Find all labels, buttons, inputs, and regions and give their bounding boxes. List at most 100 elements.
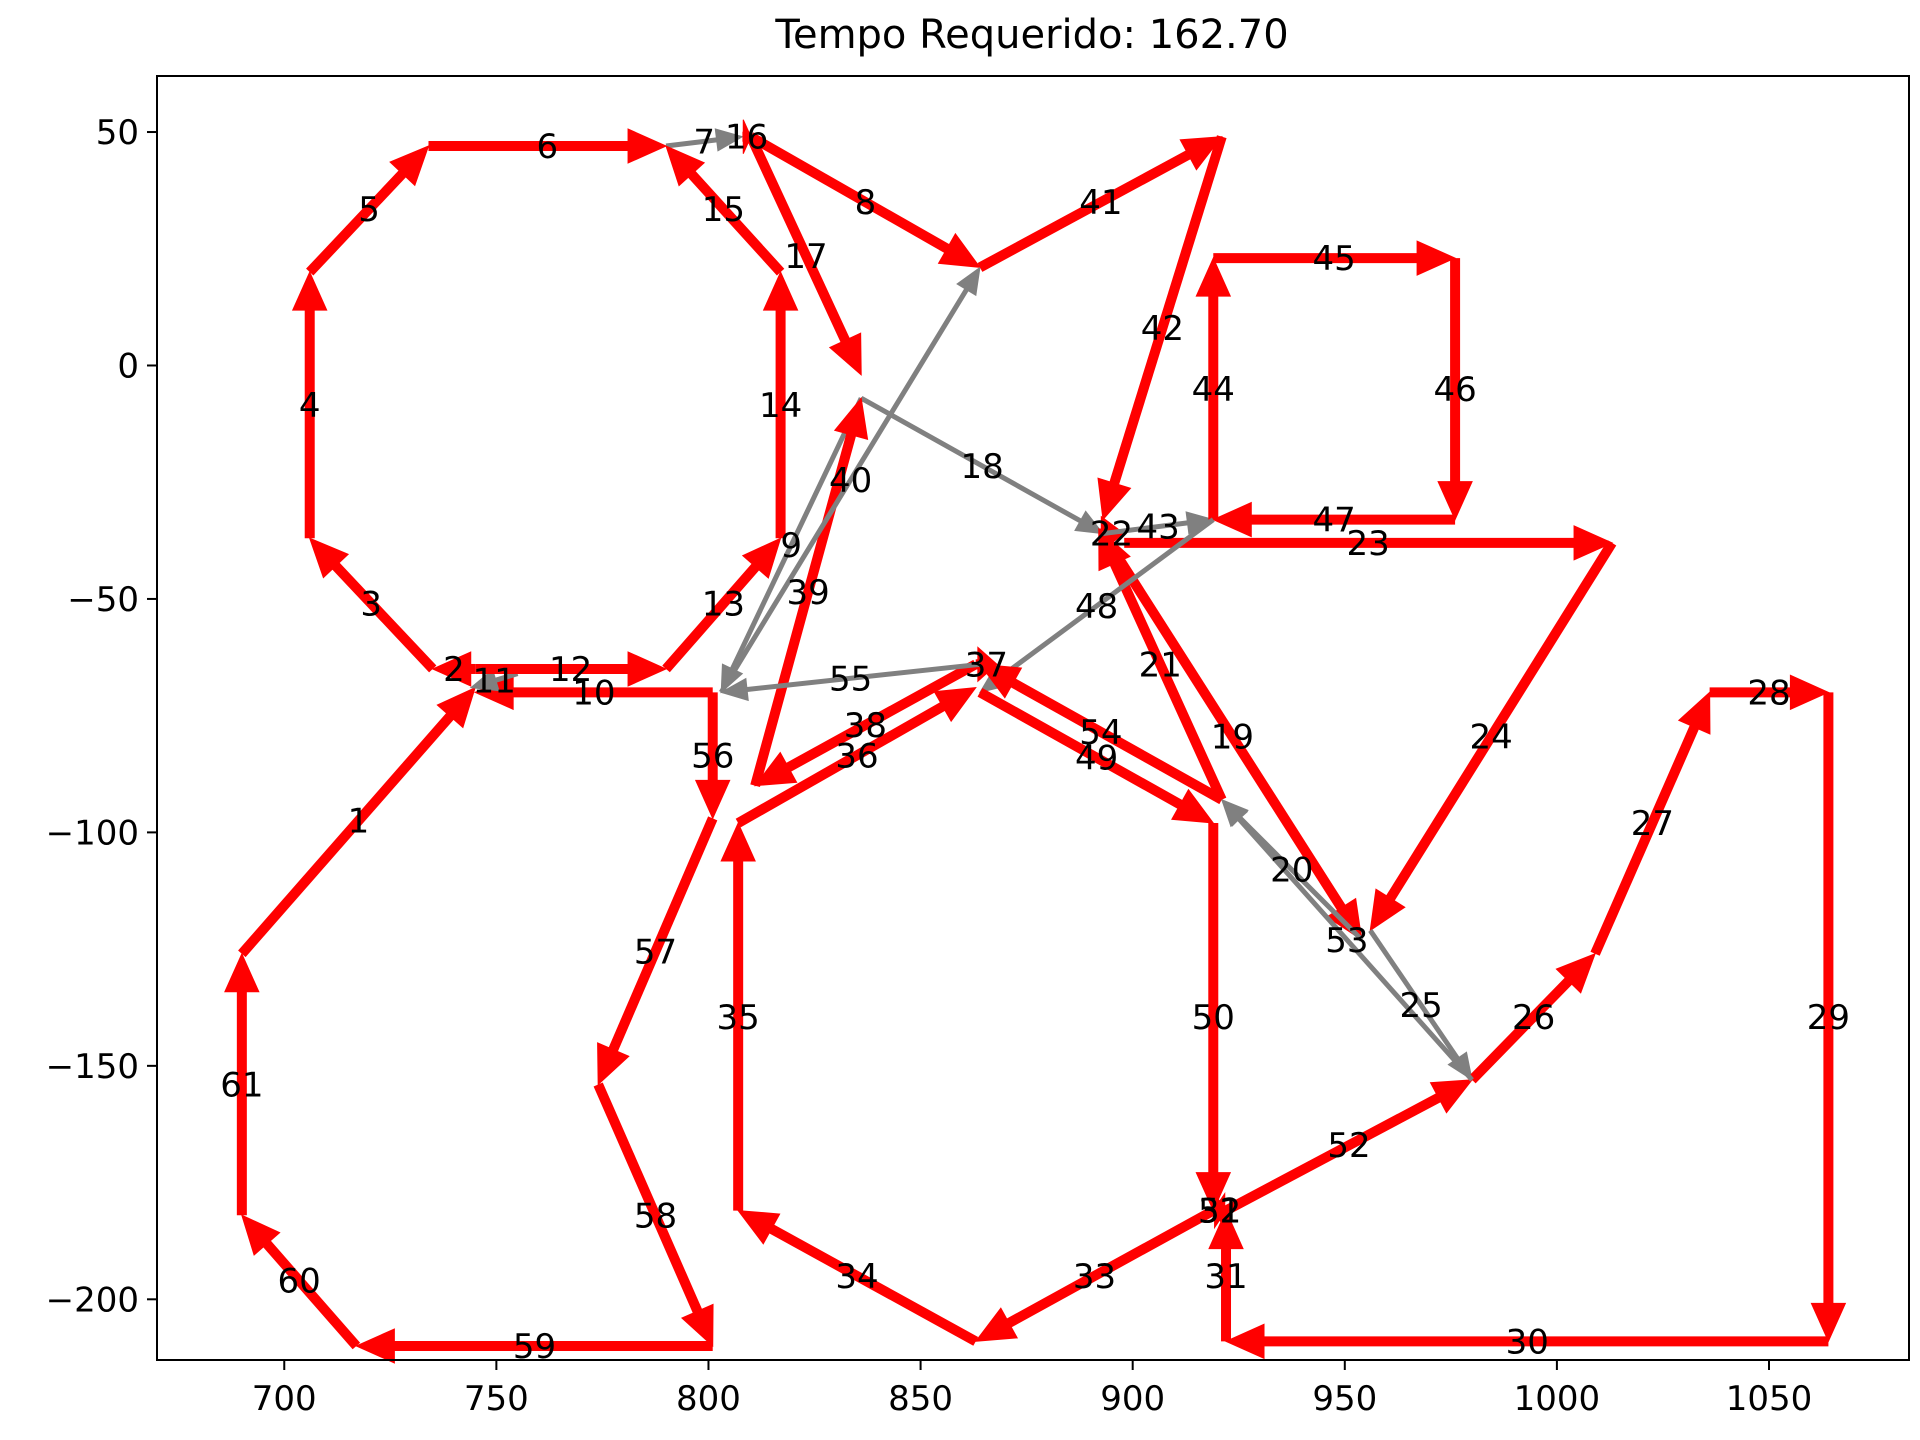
y-tick-label: 0 [117,346,139,386]
segment-label: 57 [634,932,677,972]
segment-line [306,170,407,276]
segment-label: 5 [358,190,380,230]
segment-7 [665,128,744,152]
segment-arrowhead [737,1209,781,1245]
segment-3 [308,537,437,673]
segment-label: 50 [1192,998,1235,1038]
segment-label: 44 [1192,370,1235,410]
segment-50 [1195,823,1232,1212]
segment-16 [742,119,752,154]
segment-arrowhead [1573,525,1614,561]
segment-label: 20 [1270,851,1313,891]
segment-label: 12 [549,650,592,690]
segment-line [263,1240,361,1350]
segment-arrowhead [469,668,500,692]
segment-17 [746,134,862,376]
segment-42 [1097,135,1227,521]
segment-label: 46 [1433,370,1476,410]
segment-label: 30 [1506,1322,1549,1362]
segment-label: 55 [829,659,872,699]
segment-arrowhead [597,1042,630,1086]
segment-23 [1124,525,1614,561]
segment-label: 34 [835,1257,878,1297]
segment-41 [977,136,1223,272]
segment-53 [1220,798,1474,1082]
y-tick-label: −100 [46,813,139,853]
segment-label: 3 [360,585,382,625]
segment-54 [978,663,1225,805]
segment-label: 8 [855,183,877,223]
segment-label: 29 [1807,998,1850,1038]
segment-line [1010,678,1225,805]
segment-arrowhead [1074,510,1105,535]
segment-26 [1468,952,1596,1084]
segment-label: 24 [1470,718,1513,758]
segment-arrowhead [1429,1079,1474,1114]
segment-label: 31 [1204,1257,1247,1297]
segment-label: 41 [1079,183,1122,223]
segment-27 [1590,691,1711,956]
segment-arrowhead [680,1303,714,1348]
segment-label: 39 [787,573,830,613]
segment-label: 38 [844,706,887,746]
segment-label: 4 [299,386,321,426]
segment-4 [291,270,328,539]
segment-label: 13 [702,585,745,625]
segment-label: 49 [1075,739,1118,779]
segment-line [999,517,1215,679]
segment-arrowhead [627,651,668,687]
segment-label: 27 [1631,804,1674,844]
segment-arrowhead [956,266,981,297]
segment-8 [748,132,982,269]
segment-line [608,816,718,1052]
segment-line [748,132,950,253]
segment-arrowhead [1097,477,1132,521]
segment-arrowhead [665,145,706,187]
x-tick-label: 800 [676,1379,741,1419]
segment-line [859,395,1082,524]
segment-arrowhead [742,119,752,154]
segment-label: 6 [536,127,558,167]
segment-arrowhead [1224,1323,1265,1360]
chart-title: Tempo Requerido: 162.70 [774,12,1288,58]
segment-arrowhead [1214,1191,1227,1230]
segment-arrowhead [627,128,668,164]
segment-14 [762,270,799,539]
segment-label: 36 [835,736,878,776]
y-tick-label: −150 [46,1047,139,1087]
segment-59 [355,1328,713,1364]
segment-arrowhead [937,232,982,269]
segment-label: 23 [1346,524,1389,564]
segment-line [1590,725,1699,956]
segment-arrowhead [1555,952,1596,994]
segment-line [687,170,785,276]
segment-12 [475,651,668,687]
segment-line [665,137,717,149]
segment-label: 45 [1313,239,1356,279]
segment-15 [665,145,785,276]
segment-24 [1369,540,1617,932]
segment-arrowhead [355,1328,395,1364]
segment-60 [241,1214,361,1350]
segment-arrowhead [933,687,977,723]
y-tick-label: −50 [67,580,139,620]
segment-label: 17 [784,237,827,277]
segment-35 [720,821,756,1211]
segment-line [1109,135,1227,485]
segment-label: 28 [1747,673,1790,713]
segment-label: 37 [965,645,1008,685]
segment-arrowhead [1195,1172,1232,1212]
segment-label: 54 [1079,713,1122,753]
segment-36 [735,687,977,828]
segment-line [1386,540,1617,901]
segment-arrowhead [1220,798,1249,828]
segment-line [977,687,1183,809]
segment-label: 42 [1141,309,1184,349]
x-tick-label: 1050 [1726,1379,1813,1419]
segment-arrowhead [224,952,260,993]
segment-arrowhead [1416,240,1457,276]
segment-line [1238,816,1364,942]
segment-arrowhead [389,145,430,187]
segment-line [1223,1093,1441,1216]
segment-29 [1810,692,1847,1343]
